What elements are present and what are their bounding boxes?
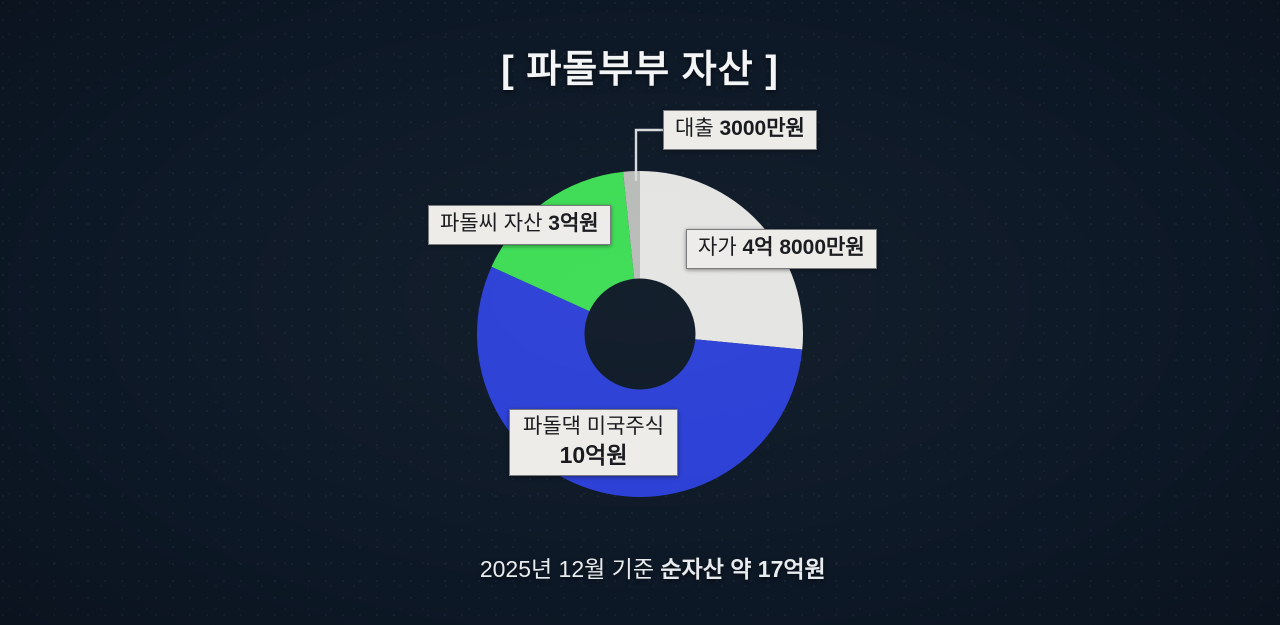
label-us-stocks-value: 10억원 (559, 441, 628, 468)
page-title: [ 파돌부부 자산 ] (501, 49, 779, 91)
label-us-stocks-line1: 파돌댁 미국주식 (523, 415, 665, 438)
label-home: 자가 4억 8000만원 (686, 229, 877, 269)
label-spouse-assets: 파돌씨 자산 3억원 (428, 205, 611, 245)
footer-highlight: 순자산 약 17억원 (660, 556, 826, 582)
label-spouse-assets-value: 3억원 (548, 212, 599, 235)
label-loan-value: 3000만원 (719, 117, 805, 140)
label-home-value: 4억 8000만원 (742, 236, 865, 259)
footer-prefix: 2025년 12월 기준 (479, 556, 661, 582)
label-loan: 대출 3000만원 (663, 110, 817, 150)
footer-note: 2025년 12월 기준 순자산 약 17억원 (0, 523, 1280, 611)
label-loan-plain: 대출 (675, 117, 720, 140)
label-us-stocks: 파돌댁 미국주식 10억원 (509, 409, 679, 476)
donut-hole (584, 278, 696, 390)
label-home-plain: 자가 (698, 236, 743, 259)
label-spouse-assets-plain: 파돌씨 자산 (440, 212, 549, 235)
